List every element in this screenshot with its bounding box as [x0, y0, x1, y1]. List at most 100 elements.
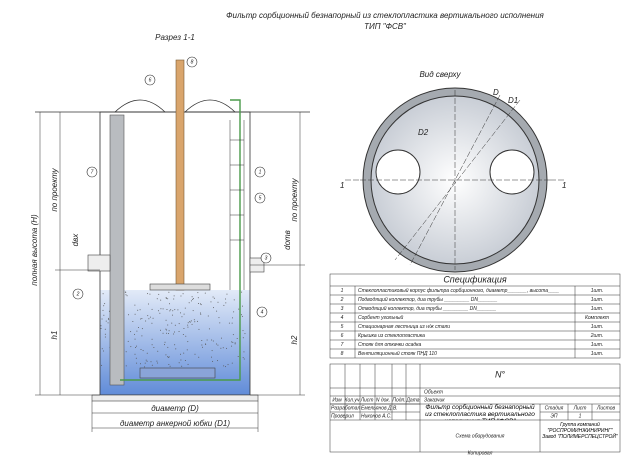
- sorbent-dot: [149, 316, 151, 318]
- sorbent-dot: [153, 346, 155, 348]
- sorbent-dot: [126, 295, 128, 297]
- spec-qty: 1шт.: [591, 324, 603, 330]
- spec-qty: 1шт.: [591, 306, 603, 312]
- sorbent-dot: [165, 297, 167, 299]
- sorbent-dot: [165, 319, 167, 321]
- callout-number: 6: [149, 77, 152, 83]
- tb-sheet: Лист: [573, 405, 587, 411]
- sorbent-dot: [101, 348, 103, 350]
- tb-stage-value: ЭП: [550, 413, 557, 419]
- tb-developer-name: Емельянов Д.В.: [361, 405, 398, 411]
- sorbent-dot: [152, 317, 154, 319]
- dim-d-out: dотв: [283, 230, 292, 250]
- sorbent-dot: [236, 337, 238, 339]
- sorbent-dot: [219, 322, 221, 324]
- sorbent-dot: [162, 308, 164, 310]
- sorbent-dot: [198, 303, 200, 305]
- sorbent-dot: [181, 365, 183, 367]
- sorbent-dot: [149, 293, 151, 295]
- sorbent-dot: [159, 312, 161, 314]
- sorbent-dot: [125, 294, 127, 296]
- sorbent-dot: [213, 307, 215, 309]
- spec-no: 2: [340, 297, 344, 303]
- sorbent-dot: [107, 322, 109, 324]
- sorbent-dot: [193, 319, 195, 321]
- sorbent-dot: [180, 359, 182, 361]
- sorbent-dot: [104, 333, 106, 335]
- callout-circle: [260, 252, 272, 264]
- sorbent-dot: [231, 362, 233, 364]
- sorbent-dot: [100, 328, 102, 330]
- spec-qty: 2шт.: [590, 333, 603, 339]
- sorbent-dot: [163, 344, 165, 346]
- sorbent-dot: [177, 309, 179, 311]
- sorbent-dot: [174, 331, 176, 333]
- sorbent-dot: [241, 291, 243, 293]
- top-view-label: Вид сверху: [419, 70, 461, 79]
- sorbent-dot: [140, 318, 142, 320]
- sorbent-dot: [173, 295, 175, 297]
- sorbent-dot: [197, 297, 199, 299]
- sorbent-dot: [231, 322, 233, 324]
- spec-name: Стационарная лестница из н/ж стали: [358, 324, 450, 330]
- sorbent-dot: [233, 299, 235, 301]
- spec-no: 4: [341, 315, 344, 321]
- spec-no: 8: [341, 351, 344, 357]
- callout-circle: [256, 306, 268, 318]
- sorbent-dot: [173, 333, 175, 335]
- sorbent-dot: [206, 339, 208, 341]
- sorbent-dot: [240, 314, 242, 316]
- sorbent-dot: [140, 348, 142, 350]
- spec-name: Стояк для откачки осадка: [358, 342, 422, 348]
- callout-circle: [254, 192, 266, 204]
- sorbent-dot: [142, 350, 144, 352]
- sorbent-dot: [199, 312, 201, 314]
- title: Фильтр сорбционный безнапорный из стекло…: [226, 11, 544, 20]
- sorbent-dot: [194, 321, 196, 323]
- spec-no: 6: [341, 333, 344, 339]
- callout-circle: [72, 288, 84, 300]
- sorbent-dot: [104, 303, 106, 305]
- sorbent-dot: [167, 324, 169, 326]
- sorbent-dot: [160, 308, 162, 310]
- sorbent-dot: [225, 366, 227, 368]
- sorbent-dot: [233, 311, 235, 313]
- sorbent-dot: [171, 314, 173, 316]
- sorbent-dot: [125, 365, 127, 367]
- sorbent-dot: [232, 334, 234, 336]
- callout-number: 5: [259, 195, 262, 201]
- sorbent-dot: [137, 309, 139, 311]
- callout-number: 2: [76, 291, 80, 297]
- sorbent-dot: [167, 346, 169, 348]
- spec-qty: 1шт.: [591, 351, 603, 357]
- sorbent-dot: [105, 320, 107, 322]
- sorbent-dot: [162, 332, 164, 334]
- sorbent-dot: [134, 338, 136, 340]
- sorbent-dot: [200, 304, 202, 306]
- tb-company-box: Группа компаний "РОСПРОМИНЖИНИРИНГ" Заво…: [542, 422, 618, 440]
- callout-number: 7: [91, 169, 94, 175]
- sorbent-dot: [166, 329, 168, 331]
- sorbent-dot: [217, 360, 219, 362]
- sorbent-dot: [197, 320, 199, 322]
- sorbent-dot: [222, 347, 224, 349]
- sorbent-dot: [182, 334, 184, 336]
- sorbent-dot: [141, 335, 143, 337]
- sorbent-dot: [223, 365, 225, 367]
- sorbent-dot: [138, 327, 140, 329]
- sorbent-dot: [134, 313, 136, 315]
- sorbent-dot: [192, 298, 194, 300]
- sorbent-dot: [204, 292, 206, 294]
- sorbent-dot: [201, 340, 203, 342]
- dim-project-right: по проекту: [290, 177, 299, 221]
- sorbent-dot: [148, 318, 150, 320]
- sorbent-dot: [192, 297, 194, 299]
- sorbent-dot: [226, 293, 228, 295]
- sorbent-dot: [201, 344, 203, 346]
- sorbent-dot: [242, 330, 244, 332]
- sorbent-dot: [139, 309, 141, 311]
- top-view: [345, 87, 565, 273]
- sorbent-dot: [178, 323, 180, 325]
- sorbent-dot: [174, 309, 176, 311]
- callout-circle: [144, 74, 156, 86]
